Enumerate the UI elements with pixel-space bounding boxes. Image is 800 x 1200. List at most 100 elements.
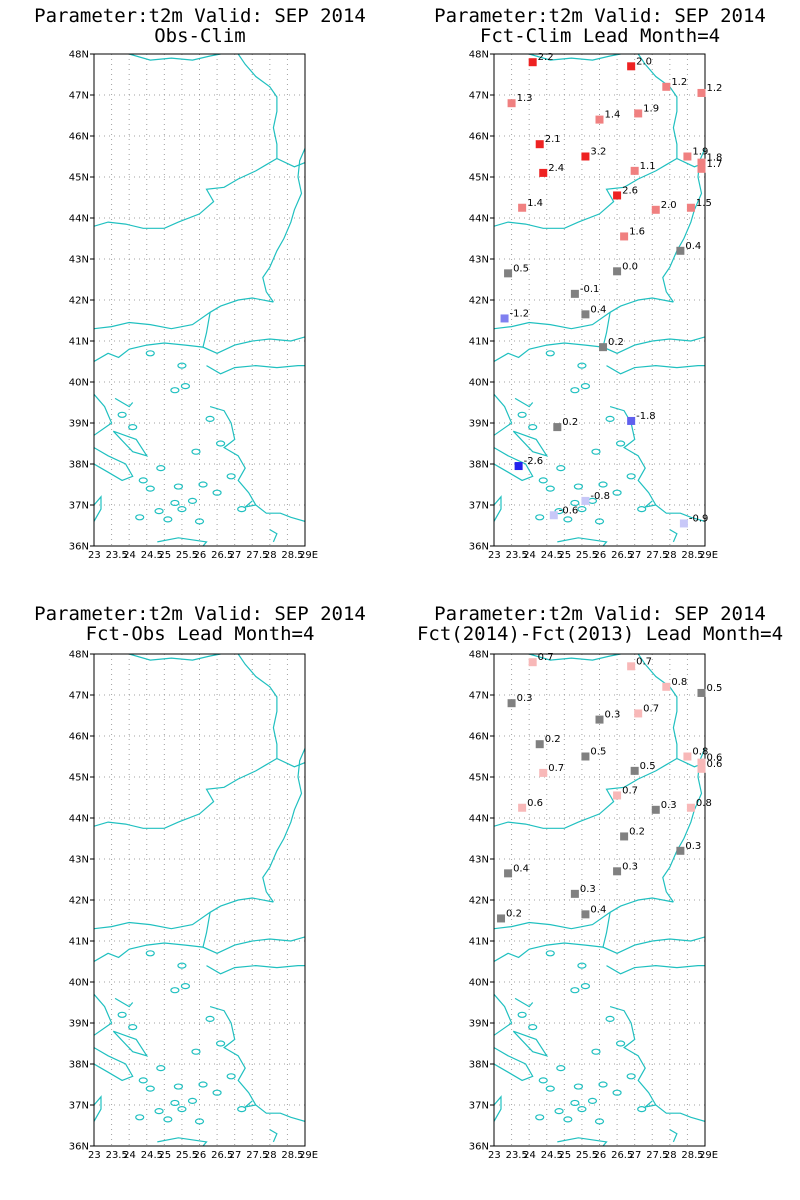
station-value-label: 0.4 [513, 863, 529, 874]
panel-title-line2: Fct-Clim Lead Month=4 [479, 25, 721, 47]
lat-tick-label: 40N [69, 378, 89, 389]
lat-tick-label: 43N [469, 855, 489, 866]
lon-tick-label: 23 [88, 1150, 101, 1161]
lon-tick-label: 28 [664, 550, 677, 561]
lat-tick-label: 47N [469, 691, 489, 702]
lat-tick-label: 38N [69, 1060, 89, 1071]
grid-lines [94, 54, 305, 546]
coastlines [94, 654, 305, 1146]
station-value-label: 0.0 [622, 261, 638, 272]
lat-tick-label: 41N [69, 937, 89, 948]
lon-tick-label: 25 [558, 1150, 571, 1161]
panel-title-line1: Parameter:t2m Valid: SEP 2014 [34, 603, 366, 625]
lat-axis: 36N 37N 38N 39N 40N 41N 42N 43N 44N 45N 46N 47N 48N [469, 50, 494, 553]
station-value-label: 0.2 [562, 417, 578, 428]
lon-tick-label: 27 [229, 550, 242, 561]
lat-tick-label: 39N [469, 419, 489, 430]
lat-tick-label: 46N [69, 132, 89, 143]
station-marker [518, 203, 527, 212]
panel-title-line2: Fct-Obs Lead Month=4 [85, 623, 315, 645]
coastlines [494, 54, 705, 546]
lon-tick-label: 26.5 [611, 550, 633, 561]
lat-tick-label: 40N [469, 378, 489, 389]
lat-tick-label: 48N [469, 50, 489, 61]
station-marker [595, 115, 604, 124]
lat-tick-label: 48N [69, 50, 89, 61]
station-value-label: 0.3 [605, 710, 621, 721]
station-value-label: 0.8 [671, 677, 687, 688]
station-marker [651, 205, 660, 214]
map-fct-clim: 36N 37N 38N 39N 40N 41N 42N 43N 44N 45N 46N 47N 48N 2… [469, 50, 723, 562]
station-marker [497, 914, 506, 923]
map-obs-clim: 36N 37N 38N 39N 40N 41N 42N 43N 44N 45N 46N 47N 48N 2… [69, 50, 318, 562]
lat-tick-label: 44N [69, 814, 89, 825]
station-marker [676, 246, 685, 255]
lat-tick-label: 45N [69, 773, 89, 784]
station-value-label: 1.1 [640, 161, 656, 172]
station-value-label: 2.0 [661, 200, 677, 211]
station-marker [697, 688, 706, 697]
lon-tick-label: 25.5 [176, 1150, 198, 1161]
station-markers: 2.2 2.01.21.21.31.41.92.13.2 1.91.81.72.4 1… [500, 52, 722, 528]
lon-tick-label: 27 [629, 1150, 642, 1161]
station-marker [697, 88, 706, 97]
station-marker [504, 269, 513, 278]
station-value-label: 2.0 [636, 56, 652, 67]
station-marker [620, 832, 629, 841]
lon-tick-label: 26.5 [211, 1150, 233, 1161]
station-value-label: 2.1 [545, 134, 561, 145]
station-value-label: 1.3 [517, 93, 533, 104]
lon-tick-label: 29E [299, 1150, 318, 1161]
station-value-label: -1.2 [510, 308, 530, 319]
panel-fct-diff: Parameter:t2m Valid: SEP 2014 Fct(2014)-… [400, 600, 800, 1200]
lon-tick-label: 23.5 [106, 550, 128, 561]
lat-tick-label: 39N [469, 1019, 489, 1030]
station-value-label: 0.3 [685, 841, 701, 852]
lon-tick-label: 25.5 [176, 550, 198, 561]
station-value-label: 0.7 [622, 785, 638, 796]
lon-tick-label: 26 [194, 550, 207, 561]
lat-tick-label: 39N [69, 419, 89, 430]
station-marker [539, 768, 548, 777]
station-marker [613, 191, 622, 200]
lat-tick-label: 48N [469, 650, 489, 661]
station-marker [528, 58, 537, 67]
lat-tick-label: 48N [69, 650, 89, 661]
station-marker [599, 343, 608, 352]
station-value-label: -1.8 [636, 411, 656, 422]
panel-title-line1: Parameter:t2m Valid: SEP 2014 [434, 5, 766, 27]
station-marker [581, 152, 590, 161]
coastlines [94, 54, 305, 546]
lon-tick-label: 26 [594, 550, 607, 561]
station-marker [581, 310, 590, 319]
station-marker [662, 82, 671, 91]
station-value-label: 0.7 [548, 763, 564, 774]
lon-tick-label: 24.5 [141, 550, 163, 561]
station-marker [676, 846, 685, 855]
lat-tick-label: 47N [469, 91, 489, 102]
station-value-label: 0.2 [506, 908, 522, 919]
station-marker [500, 314, 509, 323]
panel-title-line2: Obs-Clim [154, 25, 246, 47]
station-value-label: 0.6 [706, 759, 722, 770]
grid-lines [494, 54, 705, 546]
station-marker [570, 889, 579, 898]
station-marker [507, 699, 516, 708]
lon-tick-label: 29E [299, 550, 318, 561]
station-value-label: 0.5 [513, 263, 529, 274]
station-marker [683, 752, 692, 761]
station-marker [528, 658, 537, 667]
panel-obs-clim: Parameter:t2m Valid: SEP 2014 Obs-Clim 3… [0, 0, 400, 600]
lat-tick-label: 42N [69, 896, 89, 907]
lon-tick-label: 28.5 [681, 550, 703, 561]
station-value-label: 1.7 [706, 159, 722, 170]
station-marker [514, 462, 523, 471]
lon-tick-label: 25 [158, 550, 171, 561]
station-value-label: 2.4 [548, 163, 564, 174]
lon-tick-label: 27.5 [646, 1150, 668, 1161]
lon-tick-label: 24 [523, 550, 536, 561]
station-marker [651, 805, 660, 814]
station-value-label: 1.4 [605, 110, 621, 121]
station-marker [613, 791, 622, 800]
